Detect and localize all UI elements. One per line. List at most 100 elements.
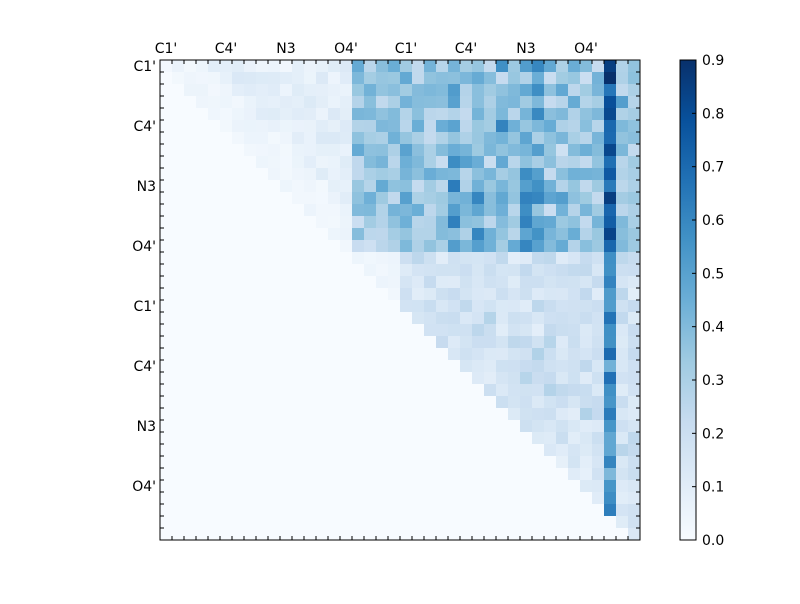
heatmap-cell xyxy=(316,228,329,241)
heatmap-cell xyxy=(352,396,365,409)
heatmap-cell xyxy=(628,84,641,97)
heatmap-cell xyxy=(208,300,221,313)
heatmap-cell xyxy=(616,120,629,133)
heatmap-cell xyxy=(232,456,245,469)
heatmap-cell xyxy=(556,84,569,97)
heatmap-cell xyxy=(496,408,509,421)
heatmap-cell xyxy=(232,60,245,73)
heatmap-cell xyxy=(172,324,185,337)
heatmap-cell xyxy=(604,240,617,253)
heatmap-cell xyxy=(388,456,401,469)
heatmap-cell xyxy=(364,216,377,229)
heatmap-cell xyxy=(592,516,605,529)
heatmap-cell xyxy=(244,408,257,421)
heatmap-cell xyxy=(412,264,425,277)
heatmap-cell xyxy=(184,324,197,337)
heatmap-cell xyxy=(184,468,197,481)
heatmap-cell xyxy=(364,72,377,85)
heatmap-cell xyxy=(316,132,329,145)
heatmap-cell xyxy=(484,492,497,505)
heatmap-cell xyxy=(172,228,185,241)
heatmap-cell xyxy=(280,84,293,97)
heatmap-cell xyxy=(532,300,545,313)
heatmap-cell xyxy=(220,360,233,373)
heatmap-cell xyxy=(496,156,509,169)
heatmap-cell xyxy=(424,408,437,421)
heatmap-cell xyxy=(376,192,389,205)
heatmap-cell xyxy=(232,132,245,145)
heatmap-cell xyxy=(340,180,353,193)
heatmap-cell xyxy=(508,408,521,421)
heatmap-cell xyxy=(340,420,353,433)
heatmap-cell xyxy=(268,192,281,205)
heatmap-cell xyxy=(340,96,353,109)
heatmap-cell xyxy=(376,60,389,73)
heatmap-cell xyxy=(580,276,593,289)
heatmap-cell xyxy=(508,204,521,217)
heatmap-cell xyxy=(292,264,305,277)
heatmap-cell xyxy=(412,432,425,445)
heatmap-cell xyxy=(184,396,197,409)
heatmap-cell xyxy=(616,324,629,337)
heatmap-cell xyxy=(376,264,389,277)
heatmap-cell xyxy=(460,324,473,337)
heatmap-cell xyxy=(436,492,449,505)
heatmap-cell xyxy=(592,480,605,493)
heatmap-cell xyxy=(340,348,353,361)
heatmap-cell xyxy=(436,192,449,205)
heatmap-cell xyxy=(472,168,485,181)
heatmap-cell xyxy=(196,276,209,289)
heatmap-cell xyxy=(448,432,461,445)
heatmap-cell xyxy=(568,240,581,253)
heatmap-cell xyxy=(556,396,569,409)
heatmap-cell xyxy=(232,348,245,361)
heatmap-cell xyxy=(376,240,389,253)
heatmap-cell xyxy=(544,252,557,265)
heatmap-cell xyxy=(424,492,437,505)
heatmap-cell xyxy=(520,456,533,469)
heatmap-cell xyxy=(484,324,497,337)
heatmap-cell xyxy=(520,360,533,373)
heatmap-cell xyxy=(532,420,545,433)
heatmap-cell xyxy=(304,372,317,385)
heatmap-cell xyxy=(388,108,401,121)
heatmap-cell xyxy=(268,516,281,529)
heatmap-cell xyxy=(364,240,377,253)
heatmap-cell xyxy=(472,348,485,361)
heatmap-cell xyxy=(280,144,293,157)
heatmap-cell xyxy=(268,480,281,493)
heatmap-cell xyxy=(196,216,209,229)
heatmap-cell xyxy=(460,156,473,169)
heatmap-cell xyxy=(196,156,209,169)
colorbar-tick-label: 0.7 xyxy=(702,160,724,176)
heatmap-cell xyxy=(520,528,533,541)
heatmap-cell xyxy=(232,228,245,241)
heatmap-cell xyxy=(172,216,185,229)
heatmap-cell xyxy=(616,408,629,421)
heatmap-cell xyxy=(244,264,257,277)
heatmap-cell xyxy=(220,228,233,241)
heatmap-cell xyxy=(328,420,341,433)
heatmap-cell xyxy=(196,504,209,517)
heatmap-cell xyxy=(160,252,173,265)
heatmap-cell xyxy=(424,192,437,205)
heatmap-cell xyxy=(436,324,449,337)
heatmap-cell xyxy=(232,480,245,493)
heatmap-cell xyxy=(304,60,317,73)
heatmap-cell xyxy=(424,132,437,145)
heatmap-cell xyxy=(328,228,341,241)
heatmap-cell xyxy=(376,156,389,169)
heatmap-cell xyxy=(568,396,581,409)
heatmap-cell xyxy=(508,504,521,517)
heatmap-cell xyxy=(400,480,413,493)
heatmap-cell xyxy=(520,156,533,169)
heatmap-cell xyxy=(604,276,617,289)
heatmap-cell xyxy=(304,312,317,325)
heatmap-cell xyxy=(232,420,245,433)
heatmap-cell xyxy=(220,408,233,421)
heatmap-cell xyxy=(628,96,641,109)
heatmap-cell xyxy=(232,180,245,193)
heatmap-cell xyxy=(376,456,389,469)
heatmap-cell xyxy=(160,420,173,433)
